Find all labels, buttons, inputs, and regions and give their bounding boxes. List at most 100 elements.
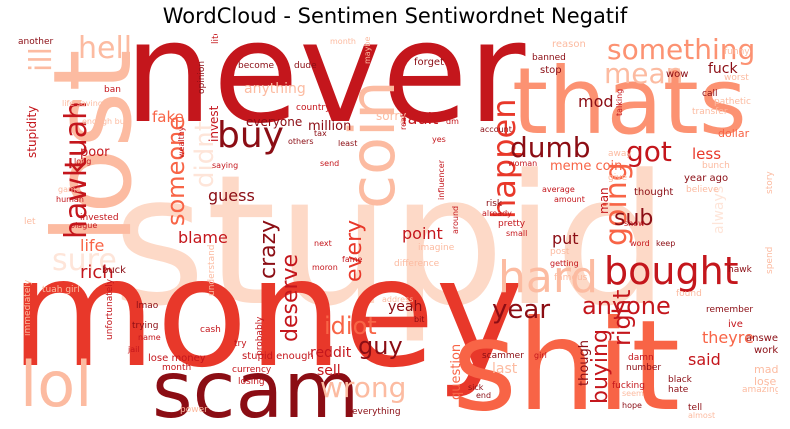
- word: poor: [80, 145, 110, 160]
- word: seem: [622, 389, 644, 398]
- word: risk: [486, 199, 503, 209]
- word: month: [330, 37, 356, 46]
- word: immediately: [23, 279, 33, 336]
- word: human: [56, 195, 84, 204]
- word: word: [630, 239, 650, 248]
- word: answer: [746, 333, 778, 344]
- word: sell: [317, 363, 341, 379]
- word: fake: [152, 108, 184, 126]
- word: imagine: [418, 243, 455, 253]
- word: almost: [688, 411, 716, 420]
- word: damn: [628, 353, 654, 363]
- word: invest: [207, 105, 221, 142]
- word: country: [296, 103, 331, 113]
- word: anyone: [582, 292, 671, 320]
- word: thats: [512, 48, 747, 155]
- word: last: [492, 361, 518, 377]
- word: buying: [588, 329, 613, 404]
- word: hell: [78, 34, 133, 66]
- word: work: [754, 345, 778, 356]
- word: tuah girl: [42, 285, 80, 295]
- word: sick: [468, 383, 484, 392]
- chart-title: WordCloud - Sentimen Sentiwordnet Negati…: [162, 4, 628, 28]
- word: buck: [102, 265, 126, 276]
- word: call: [702, 89, 718, 99]
- word: guess: [208, 186, 255, 205]
- word: tell: [688, 403, 703, 413]
- word: dumb: [510, 131, 591, 164]
- word: stupid: [112, 137, 669, 346]
- word: end: [476, 391, 492, 400]
- word: idiot: [324, 312, 377, 340]
- word: long: [74, 157, 92, 166]
- word: worst: [724, 73, 749, 83]
- word: unfortunately: [105, 278, 115, 340]
- word: scam: [152, 346, 360, 420]
- word: made: [754, 363, 778, 376]
- word: literally: [211, 34, 221, 44]
- word: hate: [668, 385, 689, 395]
- word: try: [234, 339, 247, 349]
- word: talking: [615, 88, 624, 116]
- word: hope: [622, 401, 642, 410]
- word: lose: [754, 375, 777, 388]
- word: jail: [128, 345, 140, 354]
- word: put: [552, 229, 579, 248]
- word: opinion: [197, 60, 207, 94]
- word: tax: [314, 129, 327, 138]
- word: life: [80, 236, 105, 255]
- word: spend: [765, 246, 775, 274]
- word: fucking: [612, 381, 645, 391]
- word: mod: [578, 92, 614, 111]
- word: account: [480, 125, 512, 134]
- word: lose money: [148, 353, 206, 364]
- word: around: [451, 205, 460, 234]
- word: cash: [200, 325, 221, 335]
- word: scammer: [482, 351, 524, 361]
- word: question: [449, 343, 464, 400]
- word: trying: [132, 321, 159, 331]
- word: dude: [294, 61, 317, 71]
- word: mean: [604, 57, 684, 90]
- word: pathetic: [714, 97, 751, 107]
- word: next: [314, 239, 332, 248]
- word: understand: [207, 244, 217, 296]
- word: sub: [614, 206, 654, 231]
- word: though: [577, 339, 592, 386]
- word: story: [765, 171, 775, 194]
- word: fault: [402, 109, 439, 128]
- word: hawk: [728, 265, 752, 275]
- word: buy: [217, 115, 284, 156]
- word: least: [338, 139, 358, 148]
- word: plague: [70, 221, 98, 230]
- word: name: [138, 333, 161, 342]
- word: difference: [394, 259, 440, 269]
- word: influencer: [437, 159, 446, 200]
- word: let: [24, 217, 36, 227]
- word: keep: [656, 239, 676, 248]
- word: average: [542, 185, 575, 194]
- word: deserve: [278, 253, 303, 342]
- word: believe: [686, 185, 719, 195]
- word: power: [180, 405, 208, 415]
- word: funny: [724, 47, 750, 57]
- word: currency: [232, 365, 272, 375]
- word: said: [688, 350, 721, 369]
- word: year: [492, 295, 551, 325]
- word: ban: [104, 85, 121, 95]
- word: fame: [342, 255, 363, 264]
- word: saying: [212, 161, 239, 170]
- word: man: [597, 187, 611, 214]
- word: never: [124, 34, 526, 155]
- word: address: [382, 295, 414, 304]
- word: bunch: [702, 161, 730, 171]
- word: give: [608, 173, 628, 183]
- word: lmao: [136, 301, 159, 311]
- word: game: [58, 185, 81, 194]
- word: amount: [554, 195, 585, 204]
- word: reason: [552, 39, 586, 50]
- word: something: [607, 34, 756, 66]
- word: yes: [432, 135, 446, 144]
- word: real: [399, 114, 408, 130]
- word: woman: [508, 159, 538, 168]
